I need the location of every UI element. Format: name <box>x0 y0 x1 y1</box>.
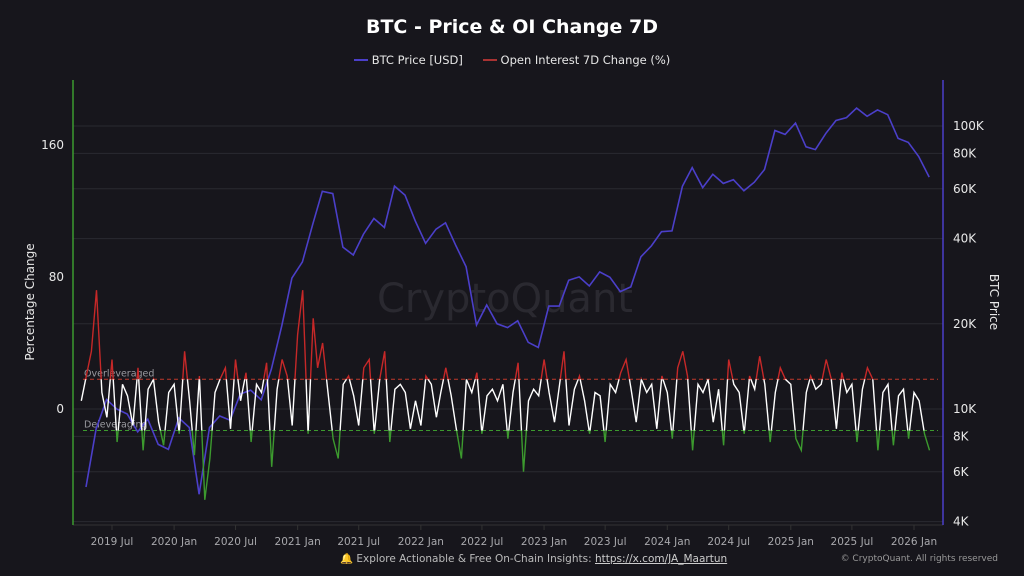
x-tick-label: 2022 Jan <box>398 536 444 548</box>
x-tick-label: 2020 Jul <box>214 536 257 548</box>
y-left-tick-label: 80 <box>49 270 64 284</box>
oi-change-line-overleveraged <box>84 290 874 380</box>
oi-change-line-neutral <box>80 379 925 431</box>
y-left-axis-label: Percentage Change <box>23 243 37 360</box>
y-right-tick-label: 80K <box>953 146 977 160</box>
x-tick-label: 2024 Jul <box>707 536 750 548</box>
y-right-tick-label: 4K <box>953 515 970 529</box>
legend-label: BTC Price [USD] <box>371 53 463 67</box>
legend-label: Open Interest 7D Change (%) <box>500 53 671 67</box>
x-tick-label: 2025 Jan <box>768 536 814 548</box>
footer: 🔔 Explore Actionable & Free On-Chain Ins… <box>340 552 727 565</box>
x-tick-label: 2022 Jul <box>461 536 504 548</box>
y-right-axis-label: BTC Price <box>987 274 1001 330</box>
legend-swatch <box>482 59 497 61</box>
y-left-tick-label: 160 <box>41 138 64 152</box>
threshold-label: Overleveraged <box>84 368 154 379</box>
bell-icon: 🔔 <box>340 553 354 565</box>
x-tick-label: 2021 Jul <box>337 536 380 548</box>
footer-text: Explore Actionable & Free On-Chain Insig… <box>356 553 592 565</box>
x-tick-label: 2025 Jul <box>831 536 874 548</box>
x-tick-label: 2023 Jul <box>584 536 627 548</box>
y-right-tick-label: 10K <box>953 402 977 416</box>
x-tick-label: 2024 Jan <box>644 536 690 548</box>
btc-price-line <box>85 107 930 495</box>
y-right-tick-label: 8K <box>953 429 970 443</box>
x-tick-label: 2026 Jan <box>891 536 937 548</box>
y-right-tick-label: 6K <box>953 465 970 479</box>
legend: BTC Price [USD] Open Interest 7D Change … <box>0 50 1024 67</box>
watermark: CryptoQuant <box>377 276 633 322</box>
chart-title: BTC - Price & OI Change 7D <box>365 16 658 38</box>
x-tick-label: 2023 Jan <box>521 536 567 548</box>
legend-item-btc-price[interactable]: BTC Price [USD] <box>353 53 463 67</box>
x-tick-label: 2019 Jul <box>91 536 134 548</box>
y-left-tick-label: 0 <box>56 402 64 416</box>
x-tick-label: 2021 Jan <box>275 536 321 548</box>
y-right-tick-label: 100K <box>953 119 985 133</box>
legend-item-oi-change[interactable]: Open Interest 7D Change (%) <box>482 53 671 67</box>
copyright: © CryptoQuant. All rights reserved <box>840 554 998 564</box>
y-right-tick-label: 40K <box>953 232 977 246</box>
y-right-tick-label: 20K <box>953 317 977 331</box>
legend-swatch <box>353 59 368 61</box>
y-right-tick-label: 60K <box>953 182 977 196</box>
footer-link[interactable]: https://x.com/JA_Maartun <box>594 553 728 565</box>
x-tick-label: 2020 Jan <box>151 536 197 548</box>
